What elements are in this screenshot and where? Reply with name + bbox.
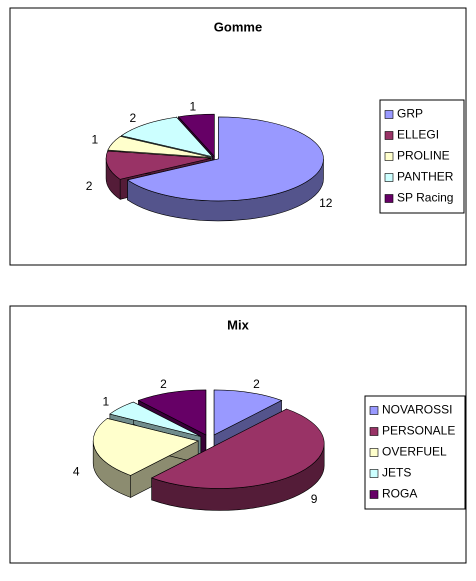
legend-swatch bbox=[384, 152, 394, 161]
pie-slice bbox=[109, 401, 201, 437]
pie-slice bbox=[120, 116, 214, 158]
legend-label: SP Racing bbox=[397, 191, 453, 205]
legend-swatch bbox=[369, 469, 379, 478]
legend-swatch bbox=[384, 194, 394, 203]
legend-label: PERSONALE bbox=[382, 424, 455, 438]
legend: NOVAROSSI PERSONALE OVERFUEL JETS ROGA bbox=[364, 395, 466, 510]
data-label: 1 bbox=[103, 395, 110, 409]
legend-swatch bbox=[384, 173, 394, 182]
pie-slice bbox=[150, 408, 325, 489]
legend-label: OVERFUEL bbox=[382, 445, 447, 459]
pie-slice bbox=[137, 389, 207, 436]
legend: GRP ELLEGI PROLINE PANTHER SP Racing bbox=[379, 99, 465, 214]
legend-frame bbox=[379, 99, 465, 214]
legend-label: NOVAROSSI bbox=[382, 403, 452, 417]
data-label: 2 bbox=[253, 377, 260, 391]
legend-label: ELLEGI bbox=[397, 128, 439, 142]
legend-swatch bbox=[369, 427, 379, 436]
legend-swatch bbox=[369, 406, 379, 415]
chart-title: Mix bbox=[227, 317, 249, 332]
pie-slice bbox=[213, 389, 283, 436]
data-label: 9 bbox=[311, 492, 318, 506]
data-label: 12 bbox=[319, 196, 333, 210]
pie-slice bbox=[177, 113, 215, 158]
legend-swatch bbox=[384, 110, 394, 119]
legend-swatch bbox=[369, 448, 379, 457]
legend-label: ROGA bbox=[382, 487, 417, 501]
data-label: 2 bbox=[129, 111, 136, 125]
data-label: 1 bbox=[91, 133, 98, 147]
legend-frame bbox=[364, 395, 466, 510]
legend-label: GRP bbox=[397, 107, 423, 121]
data-label: 1 bbox=[189, 100, 196, 114]
chart-title: Gomme bbox=[214, 19, 262, 34]
pie-slice bbox=[107, 136, 212, 158]
legend-label: PANTHER bbox=[397, 170, 454, 184]
data-label: 4 bbox=[73, 464, 80, 478]
legend-label: JETS bbox=[382, 466, 411, 480]
legend-label: PROLINE bbox=[397, 149, 450, 163]
data-label: 2 bbox=[160, 377, 167, 391]
pie bbox=[92, 389, 325, 511]
pie-slice bbox=[92, 418, 200, 476]
pie-slice bbox=[105, 150, 212, 180]
pie bbox=[105, 113, 324, 222]
legend-swatch bbox=[384, 131, 394, 140]
data-label: 2 bbox=[86, 179, 93, 193]
pie-slice bbox=[126, 116, 324, 202]
legend-swatch bbox=[369, 490, 379, 499]
